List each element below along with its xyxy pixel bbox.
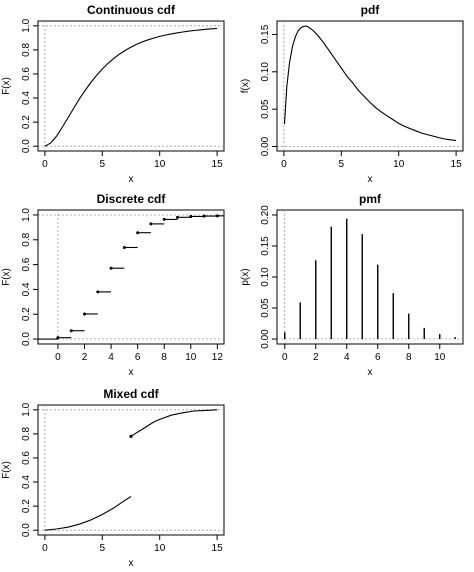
chart-mixed-cdf: Mixed cdf x F(x) 0 5 10 15 0.0 0.2 0.4 0.6 0.8 1.0 bbox=[1, 387, 225, 569]
y-tick-label: 0.6 bbox=[21, 451, 32, 465]
chart-title: pmf bbox=[359, 192, 382, 206]
y-tick-label: 0.4 bbox=[21, 91, 32, 105]
y-tick-label: 0.2 bbox=[21, 307, 32, 321]
x-tick-label: 8 bbox=[161, 352, 167, 363]
step-point bbox=[202, 214, 206, 218]
step-point bbox=[162, 217, 166, 221]
chart-title: Mixed cdf bbox=[103, 387, 159, 401]
x-tick-label: 4 bbox=[108, 352, 114, 363]
x-tick-label: 5 bbox=[339, 159, 345, 170]
x-tick-label: 15 bbox=[212, 543, 224, 554]
step-point bbox=[136, 231, 140, 235]
y-tick-label: 0.05 bbox=[260, 298, 271, 318]
series-line bbox=[44, 27, 218, 147]
y-tick-label: 0.15 bbox=[260, 24, 271, 44]
step-point bbox=[215, 214, 219, 218]
chart-pmf: pmf x p(x) 0 2 4 6 8 10 0.00 0.05 0.10 0.15 0.20 bbox=[240, 192, 464, 378]
chart-continuous-cdf: Continuous cdf x F(x) 0 5 10 15 0.0 0.2 0.4 0.6 0.8… bbox=[1, 3, 225, 185]
y-tick-label: 0.4 bbox=[21, 475, 32, 489]
x-tick-label: 10 bbox=[434, 352, 446, 363]
x-tick-label: 0 bbox=[282, 352, 288, 363]
chart-pdf: pdf x f(x) 0 5 10 15 0.00 0.05 0.10 0.15 bbox=[240, 3, 464, 185]
y-axis-label: F(x) bbox=[1, 268, 12, 286]
step-point bbox=[189, 214, 193, 218]
plot-frame bbox=[276, 209, 464, 345]
x-tick-label: 2 bbox=[313, 352, 319, 363]
x-tick-label: 0 bbox=[42, 159, 48, 170]
chart-title: Continuous cdf bbox=[87, 3, 176, 17]
y-tick-label: 0.00 bbox=[260, 329, 271, 349]
x-tick-label: 10 bbox=[154, 159, 166, 170]
step-point bbox=[176, 215, 179, 219]
y-axis-label: p(x) bbox=[240, 268, 251, 285]
x-tick-label: 10 bbox=[185, 352, 197, 363]
y-tick-label: 0.4 bbox=[21, 282, 32, 296]
x-tick-label: 2 bbox=[82, 352, 88, 363]
x-tick-label: 4 bbox=[344, 352, 350, 363]
step-point bbox=[122, 245, 126, 249]
y-tick-label: 0.8 bbox=[21, 43, 32, 57]
x-tick-label: 8 bbox=[406, 352, 412, 363]
y-tick-label: 0.15 bbox=[260, 236, 271, 256]
y-tick-label: 0.0 bbox=[21, 523, 32, 537]
step-point bbox=[109, 266, 113, 270]
jump-point bbox=[129, 434, 133, 438]
y-tick-label: 1.0 bbox=[21, 18, 32, 32]
x-tick-label: 6 bbox=[135, 352, 141, 363]
y-axis-label: F(x) bbox=[1, 77, 12, 95]
chart-title: pdf bbox=[361, 3, 381, 17]
y-tick-label: 0.0 bbox=[21, 332, 32, 346]
x-tick-label: 5 bbox=[100, 159, 106, 170]
x-axis-label: x bbox=[368, 367, 373, 378]
y-tick-label: 0.6 bbox=[21, 67, 32, 81]
plot-frame bbox=[276, 20, 464, 152]
y-tick-label: 0.2 bbox=[21, 115, 32, 129]
y-tick-label: 0.10 bbox=[260, 62, 271, 82]
x-tick-label: 6 bbox=[375, 352, 381, 363]
y-tick-label: 0.05 bbox=[260, 99, 271, 119]
y-axis-label: f(x) bbox=[240, 79, 251, 93]
plot-frame bbox=[37, 404, 225, 536]
y-tick-label: 0.0 bbox=[21, 139, 32, 153]
plot-frame bbox=[37, 20, 225, 152]
y-axis-label: F(x) bbox=[1, 461, 12, 479]
x-tick-label: 5 bbox=[100, 543, 106, 554]
chart-discrete-cdf: Discrete cdf x F(x) 0 2 4 6 8 10 12 0.0 0.2 0.4 0.6 0.… bbox=[1, 192, 225, 378]
x-tick-label: 0 bbox=[281, 159, 287, 170]
y-tick-label: 0.6 bbox=[21, 257, 32, 271]
x-tick-label: 10 bbox=[154, 543, 166, 554]
x-axis-label: x bbox=[129, 367, 134, 378]
y-tick-label: 0.20 bbox=[260, 205, 271, 225]
y-tick-label: 0.00 bbox=[260, 136, 271, 156]
x-axis-label: x bbox=[368, 174, 373, 185]
y-tick-label: 1.0 bbox=[21, 402, 32, 416]
y-tick-label: 0.2 bbox=[21, 499, 32, 513]
y-tick-label: 1.0 bbox=[21, 208, 32, 222]
x-tick-label: 0 bbox=[42, 543, 48, 554]
y-tick-label: 0.8 bbox=[21, 232, 32, 246]
x-tick-label: 12 bbox=[212, 352, 224, 363]
series-segment bbox=[44, 496, 132, 531]
x-axis-label: x bbox=[129, 558, 134, 569]
y-tick-label: 0.10 bbox=[260, 267, 271, 287]
x-tick-label: 10 bbox=[393, 159, 405, 170]
x-axis-label: x bbox=[129, 174, 134, 185]
step-point bbox=[149, 222, 153, 226]
y-tick-label: 0.8 bbox=[21, 427, 32, 441]
chart-title: Discrete cdf bbox=[97, 192, 167, 206]
step-point bbox=[96, 290, 100, 294]
x-tick-label: 0 bbox=[55, 352, 61, 363]
x-tick-label: 15 bbox=[451, 159, 463, 170]
step-point bbox=[56, 336, 60, 340]
x-tick-label: 15 bbox=[212, 159, 224, 170]
series-line bbox=[283, 25, 457, 142]
plot-frame bbox=[37, 209, 225, 345]
step-point bbox=[83, 312, 86, 316]
series-segment bbox=[130, 409, 218, 437]
step-point bbox=[69, 329, 73, 333]
